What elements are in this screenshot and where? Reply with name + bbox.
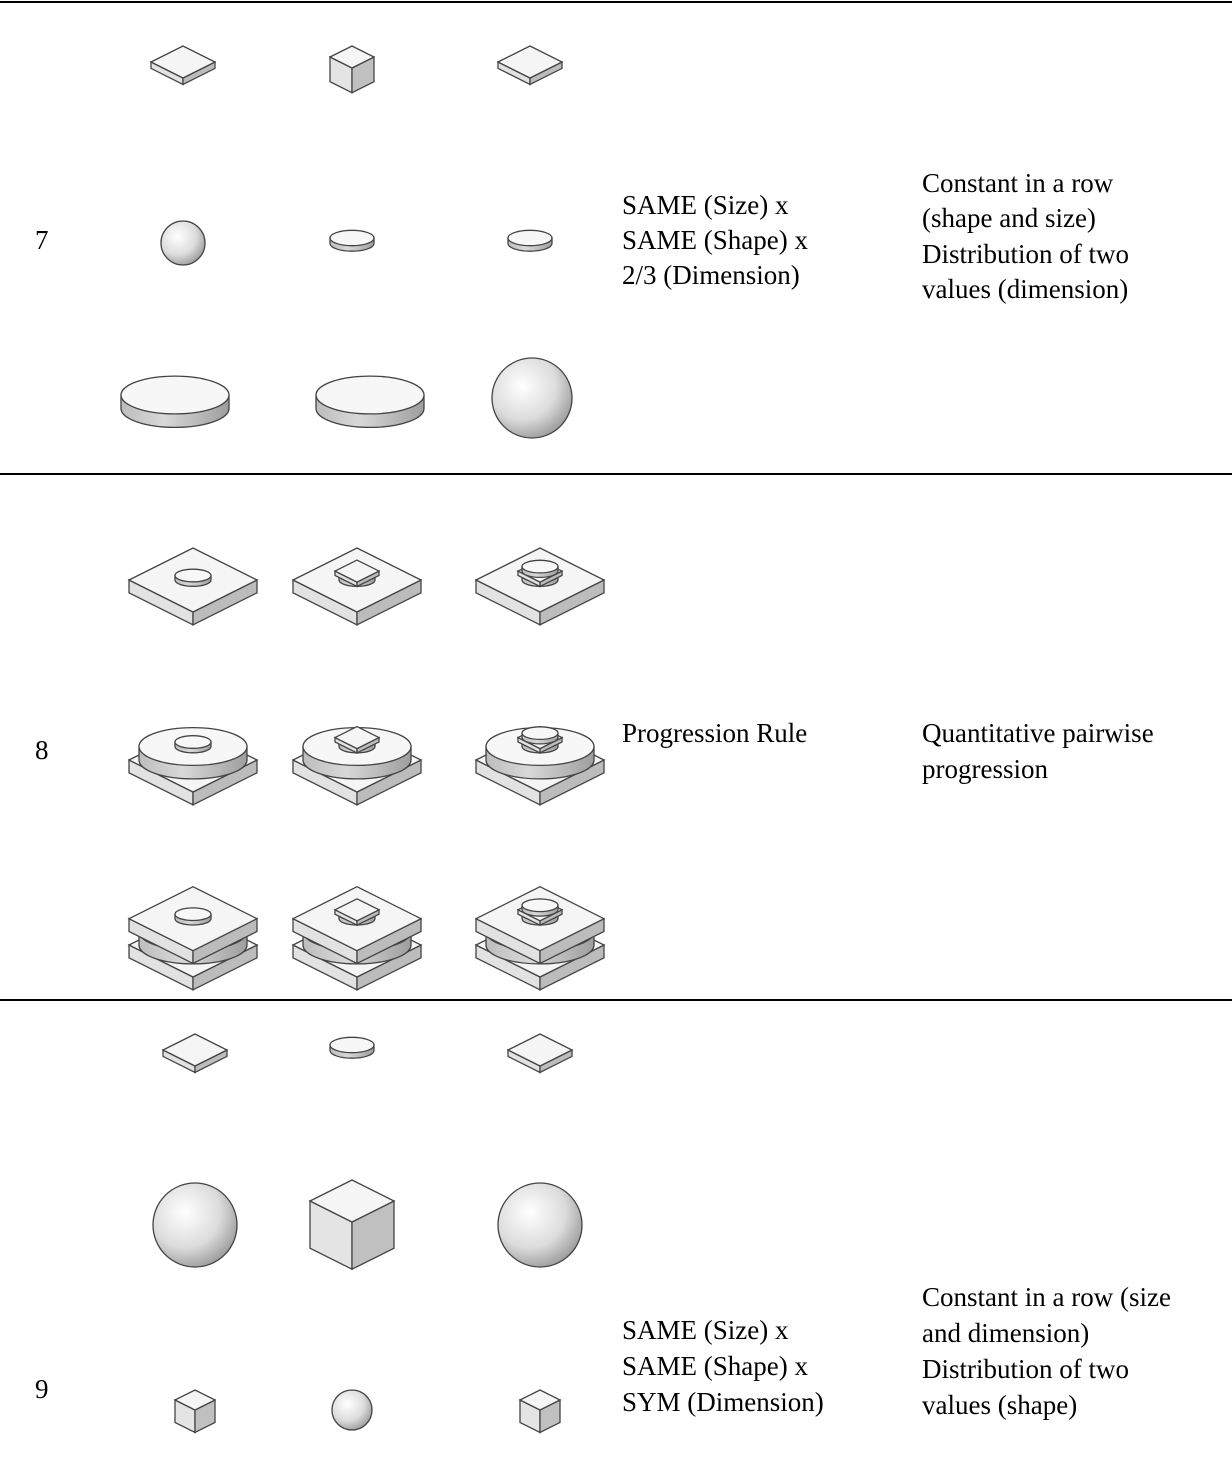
disc-figure: [521, 898, 559, 917]
description-text: progression: [922, 754, 1048, 784]
description-text: Constant in a row: [922, 168, 1114, 198]
row-number: 9: [35, 1374, 49, 1404]
disc-figure: [174, 907, 212, 926]
disc-figure: [315, 375, 425, 429]
description-text: Distribution of two: [922, 239, 1129, 269]
tile-figure: [507, 1033, 573, 1073]
description-text: Constant in a row (size: [922, 1282, 1171, 1312]
rule-text: SAME (Size) x: [622, 190, 789, 220]
description-text: Distribution of two: [922, 1354, 1129, 1384]
disc-figure: [507, 229, 553, 252]
disc-figure: [329, 1036, 375, 1059]
rule-text: SAME (Size) x: [622, 1315, 789, 1345]
sphere-figure: [497, 1182, 583, 1268]
figure-grid: [120, 45, 606, 1433]
cube-figure: [309, 1179, 395, 1270]
tile-figure: [150, 45, 216, 85]
disc-figure: [521, 726, 559, 745]
disc-figure: [174, 735, 212, 754]
sphere-figure: [331, 1389, 373, 1431]
tile-figure: [497, 45, 563, 85]
cube-figure: [174, 1389, 216, 1433]
disc-figure: [174, 568, 212, 587]
rule-text: 2/3 (Dimension): [622, 260, 800, 290]
rule-text: Progression Rule: [622, 718, 807, 748]
disc-figure: [521, 560, 559, 578]
description-text: and dimension): [922, 1318, 1089, 1348]
cube-figure: [329, 45, 375, 94]
sphere-figure: [491, 357, 573, 439]
disc-figure: [329, 229, 375, 252]
description-text: values (shape): [922, 1390, 1077, 1420]
rule-text: SAME (Shape) x: [622, 225, 808, 255]
description-text: values (dimension): [922, 274, 1128, 304]
description-text: Quantitative pairwise: [922, 718, 1154, 748]
rule-text: SYM (Dimension): [622, 1387, 824, 1417]
row-number: 8: [35, 735, 49, 765]
sphere-figure: [152, 1182, 238, 1268]
description-text: (shape and size): [922, 203, 1096, 233]
tile-figure: [162, 1033, 228, 1073]
sphere-figure: [160, 220, 206, 266]
row-number: 7: [35, 225, 49, 255]
disc-figure: [120, 375, 230, 429]
rule-text: SAME (Shape) x: [622, 1351, 808, 1381]
cube-figure: [519, 1389, 561, 1433]
